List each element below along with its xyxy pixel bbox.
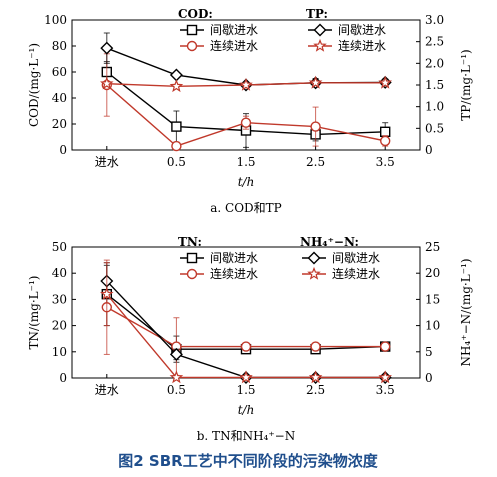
- legend-marker: [186, 24, 198, 36]
- y-left-axis-label: COD/(mg·L⁻¹): [27, 43, 41, 127]
- data-point: [171, 121, 182, 132]
- legend-entry-label: 间歇进水: [338, 23, 386, 37]
- figure-caption: 图2 SBR工艺中不同阶段的污染物浓度: [118, 452, 378, 470]
- y-left-tick-label: 20: [52, 319, 67, 333]
- series-cod-square: [101, 61, 391, 148]
- data-point: [239, 370, 253, 384]
- y-right-tick-label: 2.0: [425, 56, 444, 70]
- data-point: [169, 347, 183, 361]
- legend-marker: [186, 252, 198, 264]
- data-point: [310, 121, 321, 132]
- y-right-tick-label: 2.5: [425, 35, 444, 49]
- y-right-tick-label: 25: [425, 240, 440, 254]
- y-right-tick-label: 3.0: [425, 13, 444, 27]
- data-point: [99, 76, 114, 90]
- data-point: [240, 117, 252, 128]
- legend-entry-label: 间歇进水: [210, 23, 258, 37]
- legend-entry-label: 间歇进水: [332, 251, 380, 265]
- x-axis-label: t/h: [238, 403, 255, 417]
- y-right-axis-label: TP/(mg·L⁻¹): [459, 49, 473, 120]
- legend-entry-label: 连续进水: [210, 266, 258, 281]
- panel-subcaption: a. COD和TP: [210, 201, 282, 215]
- x-tick-label: 2.5: [306, 383, 325, 397]
- panel-subcaption: b. TN和NH₄⁺−N: [197, 429, 295, 443]
- x-tick-label: 3.5: [376, 155, 395, 169]
- series-line: [106, 293, 386, 350]
- legend-marker: [313, 23, 327, 37]
- y-right-tick-label: 0: [425, 371, 433, 385]
- legend-marker: [186, 40, 198, 52]
- y-right-tick-label: 20: [425, 266, 440, 280]
- data-point: [380, 341, 391, 352]
- legend-marker: [307, 266, 321, 280]
- x-tick-label: 1.5: [236, 155, 255, 169]
- series-line: [106, 280, 386, 379]
- legend-group-title: TN:: [178, 235, 202, 249]
- legend-entry-label: 连续进水: [338, 38, 386, 53]
- legend-entry-label: 连续进水: [210, 38, 258, 53]
- x-tick-label: 进水: [95, 155, 119, 169]
- y-right-tick-label: 10: [425, 319, 440, 333]
- y-left-tick-label: 40: [52, 91, 67, 105]
- data-point: [378, 370, 393, 384]
- series-nh4-star: [99, 262, 393, 384]
- panel-tn-nh4: 0 10 20 30 40 50 0 5 10 15 20 25 进水 0.5 1.5 2.5 3.5 TN/(m…: [27, 235, 473, 443]
- series-line: [106, 293, 386, 379]
- x-tick-label: 0.5: [167, 155, 186, 169]
- y-right-tick-label: 15: [425, 292, 440, 306]
- data-point: [169, 68, 183, 82]
- y-left-tick-label: 60: [52, 65, 67, 79]
- x-tick-label: 2.5: [306, 155, 325, 169]
- y-right-tick-label: 0.5: [425, 121, 444, 135]
- x-tick-label: 0.5: [167, 383, 186, 397]
- x-tick-label: 1.5: [236, 383, 255, 397]
- x-tick-label: 3.5: [376, 383, 395, 397]
- y-left-tick-label: 0: [59, 371, 67, 385]
- y-left-axis-label: TN/(mg·L⁻¹): [27, 276, 41, 350]
- y-right-tick-label: 0: [425, 143, 433, 157]
- data-point: [240, 341, 252, 352]
- data-point: [100, 41, 114, 55]
- legend-group-title: TP:: [306, 7, 328, 21]
- series-tn-circle: [101, 259, 391, 376]
- data-point: [378, 75, 393, 89]
- data-point: [169, 370, 184, 384]
- y-right-tick-label: 5: [425, 345, 433, 359]
- legend-marker: [307, 251, 321, 265]
- x-tick-label: 进水: [95, 383, 119, 397]
- legend-group-title: COD:: [178, 7, 213, 21]
- panel-cod-tp: 0 20 40 60 80 100 0 0.5 1.0 1.5 2.0 2.5 3.0 进水 0.5 1.5 2…: [27, 7, 473, 215]
- data-point: [380, 126, 391, 138]
- y-right-tick-label: 1.0: [425, 100, 444, 114]
- data-point: [169, 79, 184, 93]
- y-left-tick-label: 10: [52, 345, 67, 359]
- y-left-tick-label: 50: [52, 240, 67, 254]
- series-tp-star: [99, 75, 393, 93]
- y-left-tick-label: 20: [52, 117, 67, 131]
- x-axis-label: t/h: [238, 175, 255, 189]
- data-point: [380, 135, 391, 147]
- data-point: [99, 287, 114, 300]
- legend-marker: [313, 38, 327, 52]
- y-right-tick-label: 1.5: [425, 78, 444, 92]
- legend-group-title: NH₄⁺−N:: [300, 235, 359, 249]
- legend-entry-label: 间歇进水: [210, 251, 258, 265]
- y-right-axis-label: NH₄⁺−N/(mg·L⁻¹): [459, 258, 473, 366]
- data-point: [239, 77, 253, 91]
- data-point: [310, 341, 321, 352]
- data-point: [171, 140, 182, 152]
- y-left-tick-label: 0: [59, 143, 67, 157]
- y-left-tick-label: 40: [52, 266, 67, 280]
- data-point: [308, 75, 323, 89]
- y-left-tick-label: 100: [44, 13, 67, 27]
- data-point: [308, 370, 323, 384]
- y-left-tick-label: 80: [52, 39, 67, 53]
- legend-entry-label: 连续进水: [332, 266, 380, 281]
- y-left-tick-label: 30: [52, 292, 67, 306]
- legend-marker: [186, 268, 198, 280]
